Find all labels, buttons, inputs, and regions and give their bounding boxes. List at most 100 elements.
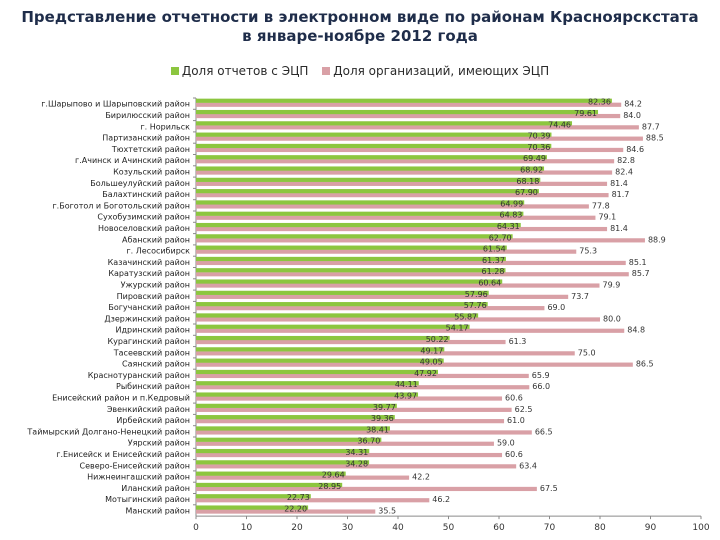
category-label: Козульский район xyxy=(113,167,190,176)
data-label-ecp-reports: 54.17 xyxy=(446,324,469,333)
data-label-ecp-organizations: 84.0 xyxy=(623,111,641,120)
bar-ecp-reports xyxy=(196,279,503,284)
data-label-ecp-organizations: 84.8 xyxy=(627,326,645,335)
data-label-ecp-organizations: 84.6 xyxy=(626,145,644,154)
data-label-ecp-organizations: 73.7 xyxy=(571,292,589,301)
bar-ecp-reports xyxy=(196,415,395,420)
category-label: Каратузский район xyxy=(108,269,190,278)
bar-ecp-organizations xyxy=(196,125,639,130)
data-label-ecp-reports: 47.92 xyxy=(414,369,437,378)
bar-ecp-reports xyxy=(196,460,370,465)
bar-ecp-reports xyxy=(196,132,552,137)
data-label-ecp-reports: 69.49 xyxy=(523,154,546,163)
category-label: г. Норильск xyxy=(140,122,190,131)
data-label-ecp-reports: 34.31 xyxy=(345,448,368,457)
data-label-ecp-reports: 61.37 xyxy=(482,256,505,265)
legend-label-ecp-reports: Доля отчетов с ЭЦП xyxy=(181,64,309,78)
bar-ecp-organizations xyxy=(196,328,625,333)
data-label-ecp-reports: 36.70 xyxy=(357,437,380,446)
x-tick-label-60: 60 xyxy=(493,523,505,533)
bar-ecp-reports xyxy=(196,505,309,510)
data-label-ecp-reports: 64.31 xyxy=(497,222,520,231)
bar-ecp-organizations xyxy=(196,294,569,299)
data-label-ecp-organizations: 65.9 xyxy=(532,371,550,380)
bar-ecp-organizations xyxy=(196,430,532,435)
category-label: Таймырский Долгано-Ненецкий район xyxy=(26,427,190,436)
bar-ecp-reports xyxy=(196,222,521,228)
data-label-ecp-reports: 64.83 xyxy=(499,211,522,220)
bar-ecp-organizations xyxy=(196,351,575,356)
chart-title: Представление отчетности в электронном в… xyxy=(0,8,720,46)
bar-ecp-organizations xyxy=(196,193,609,198)
chart-title-line-2: в январе-ноябре 2012 года xyxy=(242,27,478,45)
bar-ecp-reports xyxy=(196,392,419,397)
data-label-ecp-reports: 74.46 xyxy=(548,120,571,129)
category-label: Партизанский район xyxy=(102,134,190,143)
data-label-ecp-organizations: 79.9 xyxy=(602,280,620,289)
category-label: г.Енисейск и Енисейский район xyxy=(56,450,190,459)
data-label-ecp-organizations: 61.0 xyxy=(507,416,525,425)
data-label-ecp-organizations: 86.5 xyxy=(636,360,654,369)
bar-ecp-reports xyxy=(196,403,397,408)
data-label-ecp-reports: 57.96 xyxy=(465,290,488,299)
bar-ecp-organizations xyxy=(196,170,613,175)
bar-ecp-organizations xyxy=(196,238,645,243)
data-label-ecp-reports: 49.05 xyxy=(420,358,443,367)
data-label-ecp-organizations: 60.6 xyxy=(505,393,523,402)
data-label-ecp-organizations: 59.0 xyxy=(497,439,515,448)
bar-ecp-reports xyxy=(196,313,479,318)
category-label: Новоселовский район xyxy=(98,224,190,233)
category-label: г.Боготол и Боготольский район xyxy=(52,201,190,210)
bar-ecp-reports xyxy=(196,347,445,352)
data-label-ecp-reports: 28.95 xyxy=(318,482,341,491)
bar-ecp-organizations xyxy=(196,260,626,266)
bar-ecp-reports xyxy=(196,358,444,363)
bar-ecp-reports xyxy=(196,109,599,115)
bar-ecp-reports xyxy=(196,200,525,205)
data-label-ecp-reports: 62.70 xyxy=(489,233,512,242)
data-label-ecp-reports: 64.99 xyxy=(500,199,523,208)
data-label-ecp-reports: 49.17 xyxy=(420,346,443,355)
data-label-ecp-organizations: 60.6 xyxy=(505,450,523,459)
category-label: Иланский район xyxy=(121,484,190,493)
data-label-ecp-organizations: 82.8 xyxy=(617,156,635,165)
category-label: Тасеевский район xyxy=(113,348,190,357)
x-tick-label-90: 90 xyxy=(645,523,657,533)
category-label: Абанский район xyxy=(122,235,190,244)
data-label-ecp-reports: 67.90 xyxy=(515,188,538,197)
data-label-ecp-organizations: 88.5 xyxy=(646,134,664,143)
bar-ecp-organizations xyxy=(196,396,503,401)
x-tick-label-30: 30 xyxy=(342,523,354,533)
bar-ecp-organizations xyxy=(196,373,529,379)
bar-ecp-reports xyxy=(196,494,311,499)
bar-ecp-reports xyxy=(196,437,382,442)
bar-ecp-reports xyxy=(196,177,541,182)
bar-ecp-reports xyxy=(196,268,506,273)
category-label: Рыбинский район xyxy=(116,382,190,391)
bar-ecp-organizations xyxy=(196,498,430,503)
category-label: Северо-Енисейский район xyxy=(80,461,190,470)
chart-title-line-1: Представление отчетности в электронном в… xyxy=(21,8,699,26)
bar-ecp-organizations xyxy=(196,464,517,469)
data-label-ecp-organizations: 67.5 xyxy=(540,484,558,493)
bar-ecp-reports xyxy=(196,290,489,295)
legend-item-ecp-reports: Доля отчетов с ЭЦП xyxy=(170,64,309,78)
data-label-ecp-reports: 68.92 xyxy=(520,165,543,174)
bar-ecp-organizations xyxy=(196,362,633,367)
data-label-ecp-reports: 57.76 xyxy=(464,301,487,310)
bar-ecp-organizations xyxy=(196,204,589,209)
bar-ecp-reports xyxy=(196,324,470,329)
category-label: Эвенкийский район xyxy=(107,405,190,414)
data-label-ecp-organizations: 81.4 xyxy=(610,179,628,188)
category-label: Богучанский район xyxy=(108,303,190,312)
data-label-ecp-reports: 39.36 xyxy=(371,414,394,423)
bar-ecp-reports xyxy=(196,245,507,250)
legend: Доля отчетов с ЭЦП Доля организаций, име… xyxy=(0,64,720,78)
bar-ecp-organizations xyxy=(196,113,621,119)
x-tick-label-10: 10 xyxy=(241,523,253,533)
bar-ecp-organizations xyxy=(196,226,608,232)
data-label-ecp-organizations: 46.2 xyxy=(432,495,450,504)
category-label: Енисейский район и п.Кедровый xyxy=(52,393,190,402)
data-label-ecp-organizations: 63.4 xyxy=(519,461,537,470)
